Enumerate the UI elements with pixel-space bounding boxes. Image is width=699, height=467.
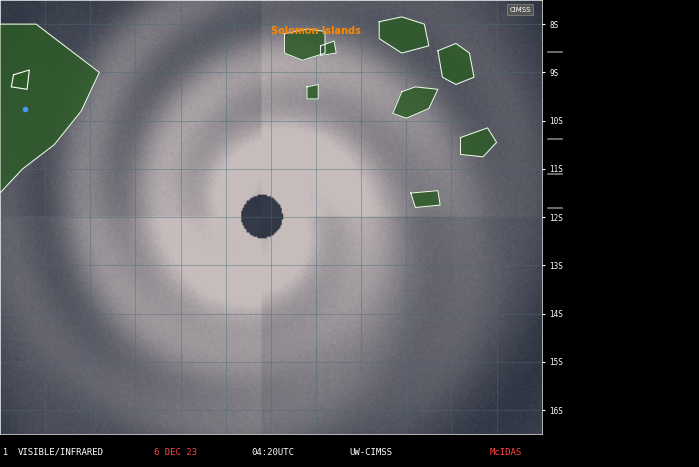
- Text: UW-CIMSS: UW-CIMSS: [350, 448, 393, 457]
- Polygon shape: [380, 17, 429, 53]
- Polygon shape: [438, 43, 474, 85]
- Text: McIDAS: McIDAS: [489, 448, 521, 457]
- Polygon shape: [307, 85, 318, 99]
- Polygon shape: [393, 87, 438, 118]
- Text: Visible/Shortwave IR Image: Visible/Shortwave IR Image: [567, 48, 682, 57]
- Text: 20231206/142000UTC: 20231206/142000UTC: [567, 82, 660, 92]
- Polygon shape: [461, 128, 496, 157]
- Text: VISIBLE/INFRARED: VISIBLE/INFRARED: [17, 448, 103, 457]
- Text: Solomon Islands: Solomon Islands: [271, 26, 361, 36]
- Polygon shape: [0, 24, 99, 193]
- Polygon shape: [411, 191, 440, 207]
- Text: Labels: Labels: [567, 204, 594, 213]
- Text: CIMSS: CIMSS: [510, 7, 531, 13]
- Text: 1: 1: [3, 448, 8, 457]
- Text: 6 DEC 23: 6 DEC 23: [154, 448, 197, 457]
- Text: Latitude/Longitude: Latitude/Longitude: [567, 169, 647, 178]
- Text: Legend: Legend: [561, 13, 604, 23]
- Text: Political Boundaries: Political Boundaries: [567, 134, 650, 143]
- Polygon shape: [11, 70, 29, 89]
- Text: 04:20UTC: 04:20UTC: [252, 448, 295, 457]
- Polygon shape: [284, 29, 325, 60]
- Polygon shape: [321, 41, 336, 56]
